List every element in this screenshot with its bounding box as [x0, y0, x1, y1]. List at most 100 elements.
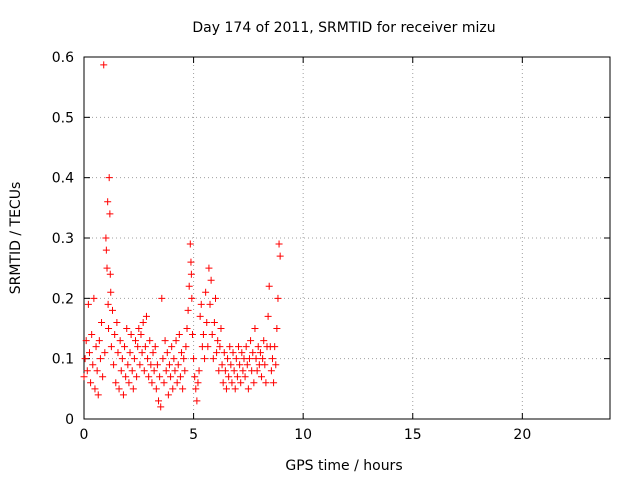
data-point-marker — [106, 210, 114, 218]
data-point-marker — [169, 385, 177, 393]
data-point-marker — [271, 343, 279, 351]
data-point-marker — [237, 379, 245, 387]
data-point-marker — [187, 258, 195, 266]
data-point-marker — [193, 397, 201, 405]
data-point-marker — [196, 312, 204, 320]
data-point-marker — [115, 385, 123, 393]
data-point-marker — [258, 373, 266, 381]
data-point-marker — [103, 264, 111, 272]
data-point-marker — [92, 343, 100, 351]
data-point-marker — [88, 331, 96, 339]
data-point-marker — [123, 325, 131, 332]
data-point-marker — [128, 367, 136, 375]
data-point-marker — [156, 373, 164, 381]
data-point-marker — [113, 318, 121, 326]
data-point-marker — [145, 373, 153, 381]
data-point-marker — [202, 288, 210, 296]
data-point-marker — [105, 325, 113, 332]
data-point-marker — [231, 385, 239, 393]
data-point-marker — [174, 361, 182, 369]
data-point-marker — [207, 276, 215, 284]
data-point-marker — [236, 361, 244, 369]
data-point-marker — [253, 367, 261, 375]
data-point-marker — [96, 355, 104, 363]
data-point-marker — [122, 373, 130, 381]
data-point-marker — [224, 355, 232, 363]
data-point-marker — [199, 331, 207, 339]
data-point-marker — [251, 325, 259, 332]
data-point-marker — [133, 373, 141, 381]
data-point-marker — [214, 337, 222, 345]
data-point-marker — [228, 379, 236, 387]
data-point-marker — [242, 343, 250, 351]
data-point-marker — [206, 300, 214, 308]
data-point-marker — [250, 379, 258, 387]
data-point-marker — [256, 349, 264, 357]
axis-tick-labels: 0 5 10 15 20 0 0.1 0.2 0.3 0.4 0.5 0.6 — [52, 50, 532, 443]
data-point-marker — [158, 294, 166, 302]
data-point-marker — [148, 379, 156, 387]
x-tick-label: 10 — [294, 427, 312, 443]
data-point-marker — [107, 343, 115, 351]
data-point-marker — [244, 385, 252, 393]
data-point-marker — [249, 349, 257, 357]
data-point-marker — [157, 403, 165, 411]
data-point-marker — [90, 294, 98, 302]
data-point-marker — [272, 361, 280, 369]
y-tick-label: 0.2 — [52, 291, 74, 307]
data-point-marker — [165, 361, 173, 369]
data-point-marker — [89, 361, 97, 369]
data-point-marker — [252, 355, 260, 363]
data-point-marker — [173, 379, 181, 387]
data-point-marker — [170, 355, 178, 363]
data-point-marker — [254, 343, 262, 351]
data-point-marker — [268, 355, 276, 363]
data-point-marker — [225, 373, 233, 381]
data-point-marker — [121, 343, 129, 351]
data-point-marker — [171, 367, 179, 375]
data-point-marker — [139, 318, 147, 326]
data-point-marker — [218, 361, 226, 369]
axis-ticks — [83, 56, 610, 420]
data-point-marker — [215, 367, 223, 375]
data-point-marker — [270, 379, 278, 387]
data-point-marker — [161, 337, 169, 345]
data-point-marker — [138, 349, 146, 357]
data-point-marker — [213, 349, 221, 357]
data-point-marker — [264, 312, 272, 320]
data-point-marker — [221, 367, 229, 375]
data-point-marker — [159, 355, 167, 363]
data-point-marker — [144, 355, 152, 363]
data-point-marker — [91, 385, 99, 393]
data-point-marker — [191, 373, 199, 381]
data-point-marker — [137, 331, 145, 339]
data-point-marker — [261, 361, 269, 369]
data-point-marker — [204, 343, 212, 351]
data-point-marker — [238, 349, 246, 357]
data-point-marker — [111, 331, 119, 339]
data-point-marker — [117, 367, 125, 375]
data-point-marker — [180, 355, 188, 363]
data-point-marker — [241, 373, 249, 381]
data-point-marker — [186, 240, 194, 248]
data-point-marker — [274, 294, 282, 302]
y-tick-label: 0.6 — [52, 50, 74, 66]
data-point-marker — [262, 379, 270, 387]
data-point-marker — [239, 367, 247, 375]
data-point-marker — [222, 385, 230, 393]
data-point-marker — [183, 325, 191, 332]
data-point-marker — [99, 373, 107, 381]
data-point-marker — [179, 385, 187, 393]
data-point-marker — [150, 367, 158, 375]
data-point-marker — [93, 367, 101, 375]
data-point-marker — [114, 349, 122, 357]
data-point-marker — [184, 306, 192, 314]
data-point-marker — [108, 306, 116, 314]
data-point-marker — [195, 367, 203, 375]
data-point-marker — [194, 379, 202, 387]
data-point-marker — [129, 385, 137, 393]
data-point-marker — [185, 282, 193, 290]
y-tick-label: 0.1 — [52, 352, 74, 368]
data-point-marker — [135, 325, 143, 332]
